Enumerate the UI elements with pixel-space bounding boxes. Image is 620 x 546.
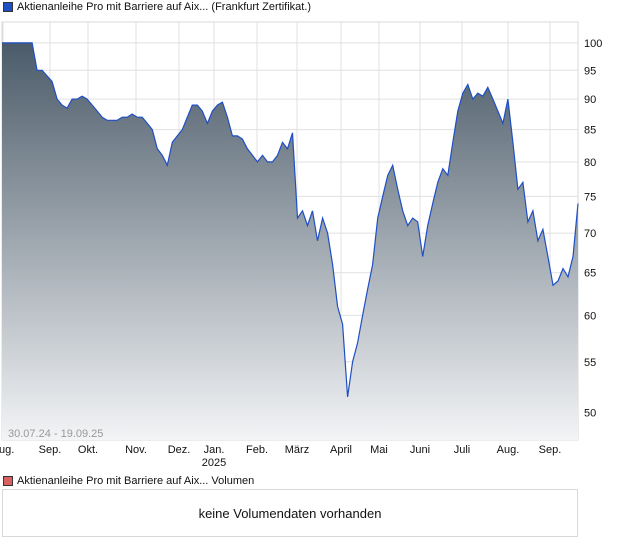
y-tick-label: 100 [584, 38, 602, 50]
y-tick-label: 90 [584, 94, 596, 106]
y-tick-label: 50 [584, 408, 596, 420]
x-tick-label: Mai [370, 444, 388, 456]
volume-empty-message: keine Volumendaten vorhanden [198, 505, 382, 521]
y-tick-label: 60 [584, 310, 596, 322]
x-tick-label: Juli [454, 444, 471, 456]
chart-title: Aktienanleihe Pro mit Barriere auf Aix..… [17, 1, 312, 13]
y-tick-label: 70 [584, 228, 596, 240]
y-tick-label: 85 [584, 125, 596, 137]
x-tick-label: April [330, 444, 352, 456]
price-area [2, 42, 578, 441]
y-tick-label: 65 [584, 268, 596, 280]
price-swatch [3, 2, 13, 12]
x-tick-label: Okt. [78, 444, 98, 456]
x-tick-label: Nov. [125, 444, 147, 456]
volume-panel: keine Volumendaten vorhanden [2, 489, 578, 537]
price-legend: Aktienanleihe Pro mit Barriere auf Aix..… [3, 1, 311, 13]
x-tick-label: März [285, 444, 309, 456]
x-tick-label: Aug. [497, 444, 520, 456]
volume-swatch [3, 476, 13, 486]
price-chart: Aug. Sep. Okt. Nov. Dez. Jan.2025 Feb. März Apri… [0, 21, 602, 469]
price-line [2, 42, 579, 397]
y-tick-label: 75 [584, 191, 596, 203]
volume-legend: Aktienanleihe Pro mit Barriere auf Aix..… [3, 475, 254, 487]
x-tick-label: Aug. [0, 444, 14, 456]
x-tick-label: Jan. [204, 444, 225, 456]
x-tick-label: Dez. [168, 444, 191, 456]
x-tick-label: Sep. [539, 444, 562, 456]
x-tick-label: Feb. [246, 444, 268, 456]
y-tick-label: 55 [584, 357, 596, 369]
y-tick-label: 80 [584, 157, 596, 169]
y-tick-label: 95 [584, 65, 596, 77]
date-range-label: 30.07.24 - 19.09.25 [8, 428, 103, 440]
volume-title: Aktienanleihe Pro mit Barriere auf Aix..… [17, 475, 255, 487]
x-tick-label: Sep. [39, 444, 62, 456]
x-tick-label: Juni [410, 444, 430, 456]
x-tick-year: 2025 [202, 457, 226, 469]
